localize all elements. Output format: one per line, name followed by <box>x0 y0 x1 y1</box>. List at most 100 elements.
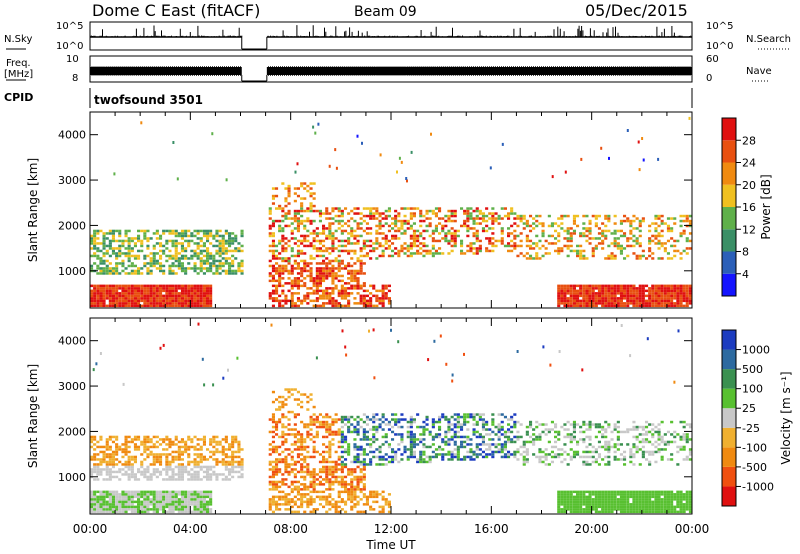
power-cell <box>146 292 150 295</box>
velocity-cell <box>162 508 166 511</box>
power-cell <box>560 297 564 300</box>
power-cell <box>325 289 329 293</box>
velocity-cell <box>187 500 191 504</box>
power-cell <box>594 237 598 240</box>
velocity-cell <box>287 493 291 496</box>
power-cell <box>353 269 357 273</box>
power-cell <box>146 244 150 248</box>
power-cell <box>619 289 623 293</box>
power-cell <box>601 247 605 250</box>
power-cell <box>623 294 627 298</box>
power-cell <box>663 242 667 245</box>
velocity-cell <box>202 465 206 469</box>
power-cell <box>296 187 300 190</box>
power-cell <box>591 254 595 258</box>
velocity-cell <box>353 475 357 479</box>
power-cell <box>309 292 313 295</box>
velocity-cell <box>303 488 307 491</box>
power-cell <box>293 302 297 305</box>
velocity-cell <box>431 425 435 429</box>
velocity-cell <box>290 505 294 509</box>
power-cell <box>124 304 128 308</box>
velocity-cell <box>193 453 197 456</box>
power-cell <box>218 242 222 245</box>
velocity-cell <box>353 485 357 489</box>
power-cell <box>572 232 576 235</box>
power-cell <box>387 244 391 248</box>
velocity-cell <box>563 495 567 499</box>
velocity-cell <box>362 433 366 436</box>
velocity-cell <box>190 473 194 476</box>
power-cell <box>296 304 300 308</box>
power-cell <box>340 292 344 295</box>
velocity-cell <box>90 508 94 511</box>
power-cell <box>300 234 304 238</box>
power-cell <box>425 244 429 248</box>
power-cell <box>337 259 341 263</box>
power-cell <box>394 229 398 233</box>
velocity-cell <box>450 423 454 426</box>
nave-tick-top: 60 <box>706 54 719 65</box>
power-cell <box>422 244 426 248</box>
velocity-cell <box>108 470 112 474</box>
power-cell <box>187 294 191 298</box>
power-cell <box>657 157 660 161</box>
velocity-cell <box>221 473 225 476</box>
velocity-cell <box>412 420 416 424</box>
power-cell <box>362 244 366 248</box>
power-cell <box>491 214 495 218</box>
power-cell <box>347 242 351 245</box>
velocity-cell <box>347 483 351 486</box>
velocity-cell <box>130 438 134 441</box>
velocity-cell <box>381 458 385 461</box>
velocity-cell <box>281 473 285 476</box>
power-cell <box>180 237 184 240</box>
velocity-cell <box>497 423 501 426</box>
power-cell <box>579 292 583 295</box>
power-cell <box>604 302 608 305</box>
power-cell <box>184 284 188 288</box>
velocity-cell <box>121 505 125 509</box>
power-cell <box>231 232 235 235</box>
velocity-cell <box>180 468 184 471</box>
velocity-cell <box>400 458 404 461</box>
power-cell <box>171 262 175 265</box>
velocity-cell <box>391 458 395 461</box>
velocity-cell <box>118 478 122 481</box>
velocity-cell <box>133 493 137 496</box>
velocity-cell <box>375 448 379 451</box>
power-cell <box>359 217 363 220</box>
velocity-cell <box>99 490 103 494</box>
velocity-cell <box>115 445 119 449</box>
velocity-cell <box>137 448 141 451</box>
power-cell <box>519 252 523 255</box>
velocity-cell <box>491 438 495 441</box>
velocity-cell <box>362 465 366 469</box>
velocity-cell <box>362 475 366 479</box>
velocity-cell <box>202 500 206 504</box>
power-cell <box>340 287 344 290</box>
velocity-cell <box>375 495 379 499</box>
velocity-cell <box>165 443 169 446</box>
velocity-cell <box>99 495 103 499</box>
power-cell <box>177 257 181 260</box>
velocity-cell <box>340 470 344 474</box>
power-cell <box>610 254 614 258</box>
velocity-cell <box>563 435 567 439</box>
velocity-cell <box>300 503 304 506</box>
power-cell <box>218 247 222 250</box>
power-cell <box>149 292 153 295</box>
power-cell <box>497 222 501 225</box>
velocity-cell <box>168 463 172 466</box>
velocity-cell <box>206 490 210 494</box>
velocity-cell <box>130 490 134 494</box>
power-cell <box>585 287 589 290</box>
velocity-cell <box>456 413 460 416</box>
power-cell <box>168 267 172 270</box>
power-cell <box>90 254 94 258</box>
velocity-cell <box>488 448 492 451</box>
power-cell <box>654 222 658 225</box>
velocity-cell <box>240 475 244 479</box>
velocity-cell <box>184 448 188 451</box>
velocity-cell <box>293 460 297 464</box>
